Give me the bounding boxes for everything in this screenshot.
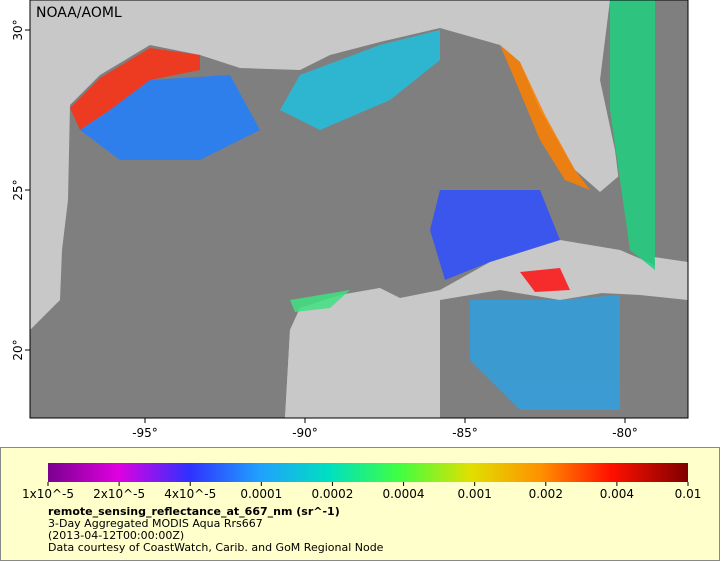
caption-line: 3-Day Aggregated MODIS Aqua Rrs667 xyxy=(48,517,263,530)
lon-label: -90° xyxy=(292,426,318,440)
lon-label: -80° xyxy=(612,426,638,440)
lon-label: -95° xyxy=(132,426,158,440)
colorbar-labels: 1x10^-5 2x10^-5 4x10^-5 0.0001 0.0002 0.0004 0… xyxy=(22,482,701,501)
lon-labels: -95° -90° -85° -80° xyxy=(132,418,638,440)
colorbar-label: 0.01 xyxy=(675,487,702,501)
lat-labels: 30° 25° 20° xyxy=(11,19,30,361)
colorbar-label: 2x10^-5 xyxy=(93,487,145,501)
map-frame xyxy=(29,0,689,419)
lat-label: 20° xyxy=(11,339,25,360)
colorbar-label: 0.0004 xyxy=(383,487,425,501)
colorbar xyxy=(48,463,688,482)
lat-label: 30° xyxy=(11,19,25,40)
colorbar-label: 4x10^-5 xyxy=(164,487,216,501)
caption-title: remote_sensing_reflectance_at_667_nm (sr… xyxy=(48,505,340,518)
map: NOAA/AOML xyxy=(30,0,688,418)
colorbar-label: 0.001 xyxy=(457,487,491,501)
caption-line: Data courtesy of CoastWatch, Carib. and … xyxy=(48,541,384,554)
lon-label: -85° xyxy=(452,426,478,440)
lat-label: 25° xyxy=(11,179,25,200)
colorbar-label: 0.0001 xyxy=(240,487,282,501)
colorbar-label: 1x10^-5 xyxy=(22,487,74,501)
credit: NOAA/AOML xyxy=(36,5,122,21)
colorbar-label: 0.0002 xyxy=(311,487,353,501)
colorbar-label: 0.004 xyxy=(600,487,634,501)
reflectance-data xyxy=(70,0,655,410)
colorbar-label: 0.002 xyxy=(529,487,563,501)
caption-line: (2013-04-12T00:00:00Z) xyxy=(48,529,184,542)
yucatan xyxy=(285,288,410,418)
